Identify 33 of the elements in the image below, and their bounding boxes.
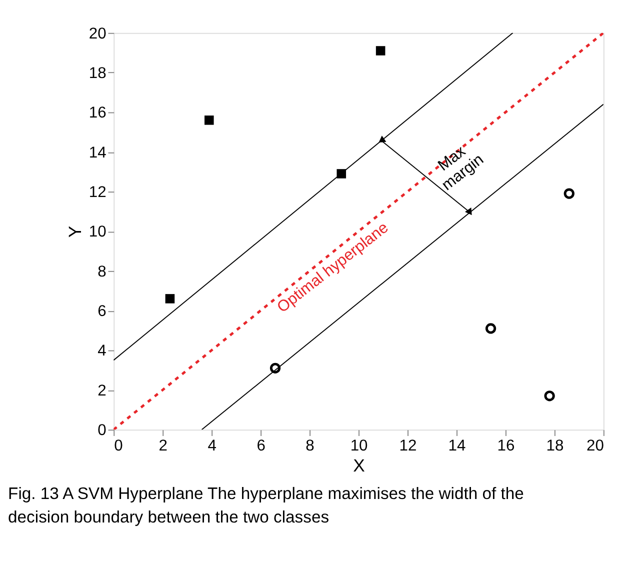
point — [270, 362, 281, 374]
y-tick-label: 12 — [88, 184, 106, 201]
x-tick-label: 12 — [399, 438, 417, 455]
point — [544, 390, 555, 402]
y-tick-label: 10 — [88, 224, 107, 241]
point — [204, 116, 214, 125]
y-tick-label: 2 — [98, 382, 106, 400]
x-tick-label: 4 — [208, 438, 217, 455]
y-tick-label: 14 — [88, 144, 107, 162]
x-tick-label: 18 — [546, 438, 564, 455]
y-tick-label: 6 — [98, 303, 107, 320]
y-tick-label: 8 — [98, 263, 107, 280]
x-tick-label: 2 — [158, 438, 168, 455]
x-axis-title: X — [353, 455, 366, 476]
x-tick-label: 16 — [497, 438, 515, 455]
y-tick-label: 4 — [98, 342, 107, 360]
y-tick-label: 18 — [88, 64, 107, 82]
x-tick-label: 10 — [350, 438, 368, 455]
point — [564, 188, 574, 199]
x-tick-label: 0 — [114, 438, 124, 455]
point — [165, 294, 175, 304]
point — [376, 46, 386, 56]
x-tick-label: 14 — [448, 438, 466, 455]
y-tick-label: 16 — [88, 104, 107, 122]
x-tick-label: 20 — [586, 438, 604, 455]
x-tick-label: 8 — [306, 438, 315, 455]
point — [485, 323, 496, 334]
y-tick-label: 0 — [98, 422, 107, 440]
x-tick-label: 6 — [256, 438, 266, 455]
point — [336, 169, 346, 178]
y-tick-label: 20 — [88, 25, 107, 42]
caption: Fig. 13 A SVM Hyperplane The hyperplane maximises the width of the decision boundary between the two classes — [8, 484, 524, 527]
y-axis-title: Y — [65, 226, 86, 238]
